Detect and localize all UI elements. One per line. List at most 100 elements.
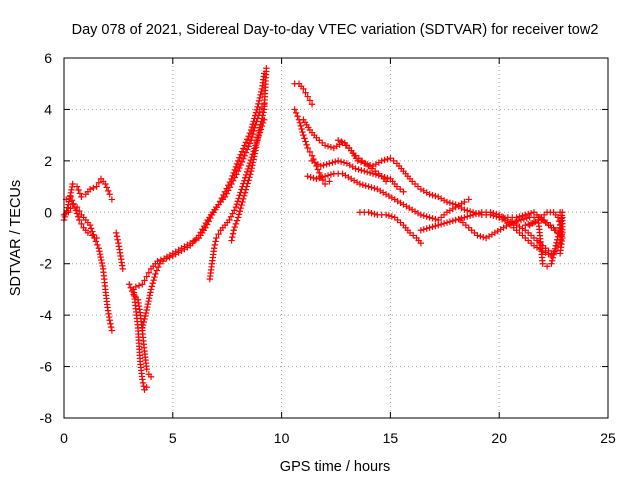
data-point xyxy=(429,223,436,231)
data-point xyxy=(301,135,308,142)
data-point xyxy=(226,216,233,224)
data-point xyxy=(139,321,147,329)
data-series-17 xyxy=(356,209,425,247)
data-point xyxy=(249,162,256,169)
data-point xyxy=(76,216,83,224)
data-point xyxy=(119,265,126,273)
data-point xyxy=(240,145,247,152)
data-point xyxy=(310,174,317,182)
data-point xyxy=(255,130,262,138)
data-point xyxy=(396,185,404,193)
data-point xyxy=(67,193,74,201)
data-point xyxy=(99,262,106,270)
data-point xyxy=(238,148,246,155)
data-point xyxy=(238,158,246,166)
data-point xyxy=(145,297,152,305)
data-point xyxy=(232,203,240,211)
data-point xyxy=(242,149,250,156)
data-point xyxy=(72,207,80,214)
data-point xyxy=(256,124,264,131)
data-point xyxy=(150,276,157,284)
data-point xyxy=(231,166,239,174)
data-point xyxy=(554,214,562,221)
data-point xyxy=(352,165,359,172)
data-point xyxy=(251,153,258,160)
y-tick-label: 0 xyxy=(44,204,52,220)
data-point xyxy=(449,200,456,207)
data-point xyxy=(321,180,329,188)
data-point xyxy=(234,157,242,165)
data-point xyxy=(139,281,146,288)
data-point xyxy=(153,267,161,274)
data-point xyxy=(140,318,147,326)
data-point xyxy=(487,209,494,216)
data-point xyxy=(384,155,391,163)
data-point xyxy=(257,91,264,99)
data-point xyxy=(361,160,368,167)
data-point xyxy=(248,134,256,141)
x-tick-label: 20 xyxy=(491,430,507,446)
y-tick-label: 2 xyxy=(44,153,52,169)
data-point xyxy=(323,161,330,168)
data-point xyxy=(385,212,393,219)
data-point xyxy=(304,144,311,152)
data-point xyxy=(378,157,385,165)
data-point xyxy=(357,158,365,166)
data-point xyxy=(539,260,546,267)
data-point xyxy=(86,185,94,193)
data-point xyxy=(225,187,232,194)
data-point xyxy=(113,229,120,237)
data-point xyxy=(332,158,339,165)
data-point xyxy=(417,239,425,247)
data-point xyxy=(237,161,244,169)
data-point xyxy=(365,209,372,216)
data-point xyxy=(437,221,445,228)
data-point xyxy=(474,232,481,239)
data-points xyxy=(60,65,566,393)
data-point xyxy=(146,292,153,299)
data-point xyxy=(238,201,245,209)
data-point xyxy=(90,231,97,238)
data-point xyxy=(231,207,238,214)
data-point xyxy=(230,227,237,234)
data-point xyxy=(145,295,153,302)
data-point xyxy=(89,232,96,239)
data-point xyxy=(321,142,329,149)
data-point xyxy=(227,213,235,220)
data-point xyxy=(525,221,532,228)
data-point xyxy=(299,128,306,136)
data-point xyxy=(382,211,390,219)
data-point xyxy=(228,237,235,244)
data-point xyxy=(96,250,104,258)
data-point xyxy=(229,233,236,241)
data-series-5 xyxy=(126,281,155,381)
data-point xyxy=(429,215,436,222)
data-point xyxy=(547,221,554,229)
data-point xyxy=(250,127,257,135)
data-point xyxy=(74,213,82,220)
chart-title: Day 078 of 2021, Sidereal Day-to-day VTE… xyxy=(72,22,599,38)
data-point xyxy=(210,245,218,252)
data-series-3 xyxy=(62,193,100,242)
data-point xyxy=(244,146,251,153)
data-point xyxy=(514,217,522,225)
data-point xyxy=(302,138,309,145)
data-point xyxy=(93,183,100,190)
data-point xyxy=(141,277,148,284)
data-point xyxy=(107,323,115,331)
plot-frame xyxy=(63,57,609,419)
data-point xyxy=(435,221,442,229)
data-point xyxy=(550,251,557,258)
data-point xyxy=(142,309,150,317)
data-point xyxy=(258,88,265,96)
data-point xyxy=(355,166,362,173)
data-point xyxy=(132,283,140,291)
data-point xyxy=(103,184,110,191)
data-point xyxy=(240,192,248,200)
data-point xyxy=(382,178,390,185)
data-point xyxy=(555,218,563,225)
data-point xyxy=(368,209,375,217)
data-point xyxy=(543,263,551,270)
data-point xyxy=(236,208,244,215)
data-point xyxy=(147,286,155,293)
